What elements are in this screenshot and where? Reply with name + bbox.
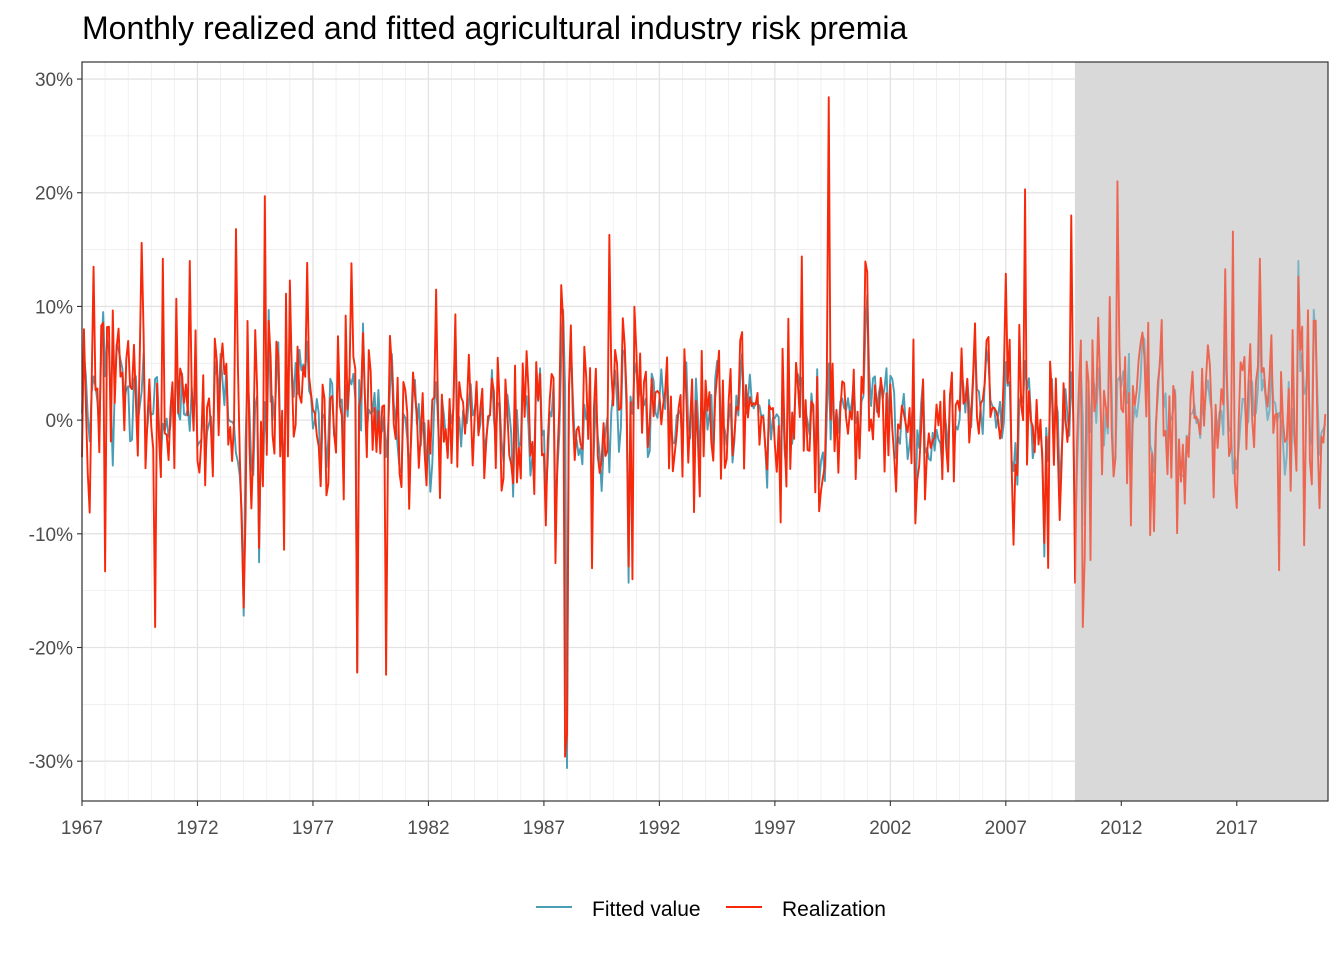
legend: Fitted value Realization	[536, 898, 886, 921]
panel-border	[81, 61, 1329, 802]
legend-label-realization: Realization	[782, 898, 886, 921]
chart-title: Monthly realized and fitted agricultural…	[82, 10, 908, 46]
y-axis: -30% -20% -10% 0% 10% 20% 30%	[29, 70, 82, 773]
y-tick-label: -20%	[29, 639, 73, 660]
y-tick-label: 20%	[35, 184, 73, 205]
x-tick-label: 1982	[407, 818, 449, 839]
y-tick-label: -10%	[29, 525, 73, 546]
y-tick-label: -30%	[29, 752, 73, 773]
x-tick-label: 1992	[638, 818, 680, 839]
legend-label-fitted: Fitted value	[592, 898, 701, 921]
x-tick-label: 2007	[985, 818, 1027, 839]
x-tick-label: 2012	[1100, 818, 1142, 839]
x-tick-label: 1972	[176, 818, 218, 839]
series-line-realization	[81, 96, 1327, 758]
x-tick-label: 2017	[1216, 818, 1258, 839]
x-tick-label: 2002	[869, 818, 911, 839]
x-tick-label: 1997	[754, 818, 796, 839]
y-tick-label: 10%	[35, 297, 73, 318]
x-axis: 1967 1972 1977 1982 1987 1992 1997 2002 2007 2012…	[61, 801, 1258, 839]
shaded-period-overlay	[1075, 62, 1328, 801]
series-layer	[81, 96, 1327, 769]
x-tick-label: 1987	[523, 818, 565, 839]
y-tick-label: 30%	[35, 70, 73, 91]
y-tick-label: 0%	[46, 411, 74, 432]
x-tick-label: 1977	[292, 818, 334, 839]
x-tick-label: 1967	[61, 818, 103, 839]
